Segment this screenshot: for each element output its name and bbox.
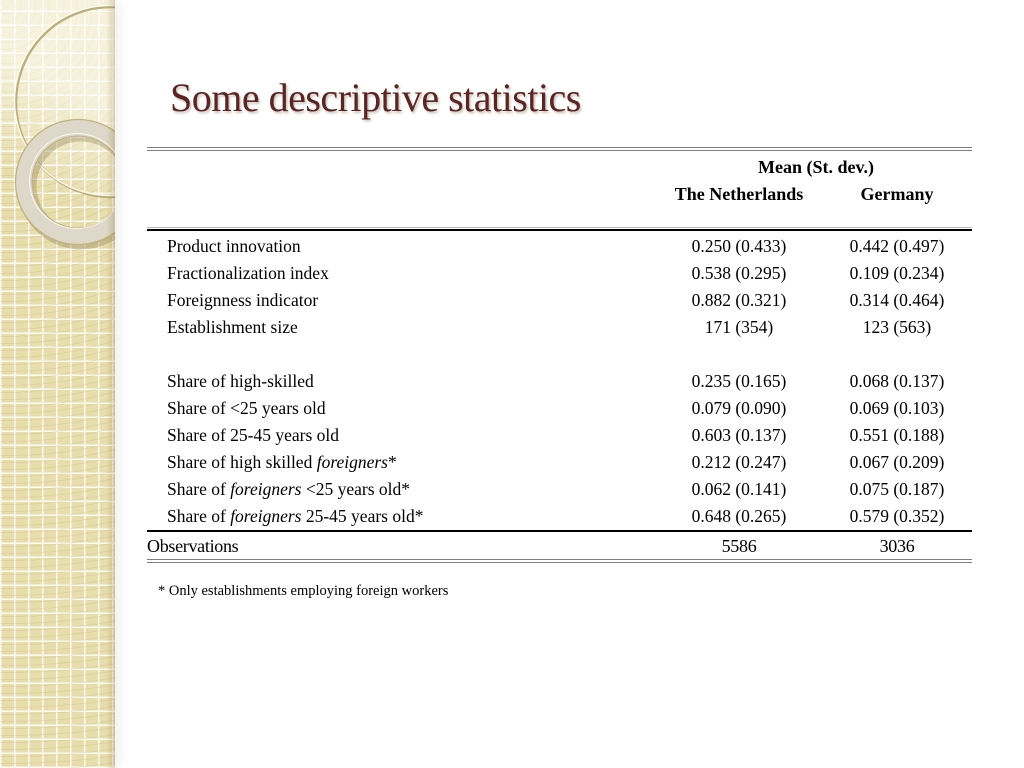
table-row: Share of 25-45 years old 0.603 (0.137) 0… (147, 422, 972, 449)
row-label: Share of <25 years old (167, 398, 326, 418)
table-row: Product innovation 0.250 (0.433) 0.442 (… (147, 233, 972, 260)
row-label: Share of high skilled foreigners* (167, 452, 397, 472)
table-group-header-row: Mean (St. dev.) (147, 154, 972, 180)
column-header-netherlands: The Netherlands (674, 184, 804, 204)
table-row: Establishment size 171 (354) 123 (563) (147, 314, 972, 341)
table-row: Share of high-skilled 0.235 (0.165) 0.06… (147, 368, 972, 395)
thick-ring-circle (14, 118, 115, 250)
table-row: Fractionalization index 0.538 (0.295) 0.… (147, 260, 972, 287)
value-germany: 123 (563) (862, 317, 932, 337)
header-separator-line (147, 227, 972, 231)
table-body: Product innovation 0.250 (0.433) 0.442 (… (147, 231, 972, 530)
table-top-border (147, 147, 972, 151)
slide-title: Some descriptive statistics (170, 75, 581, 120)
statistics-table: Mean (St. dev.) The Netherlands Germany … (147, 147, 972, 563)
row-label: Share of foreigners <25 years old* (167, 479, 411, 499)
value-germany: 0.551 (0.188) (849, 425, 945, 445)
value-germany: 0.109 (0.234) (849, 263, 945, 283)
row-label: Product innovation (167, 236, 301, 256)
group-header-mean-stdev: Mean (St. dev.) (758, 156, 874, 177)
table-row: Share of high skilled foreigners* 0.212 … (147, 449, 972, 476)
decorative-circles-graphic (13, 4, 115, 250)
value-netherlands: 0.062 (0.141) (691, 479, 787, 499)
table-bottom-border (147, 559, 972, 563)
value-netherlands: 0.603 (0.137) (691, 425, 787, 445)
column-header-germany: Germany (860, 184, 934, 204)
row-label: Foreignness indicator (167, 290, 319, 310)
table-row: Share of foreigners 25-45 years old* 0.6… (147, 503, 972, 530)
observations-separator-line (147, 530, 972, 533)
value-germany: 0.069 (0.103) (849, 398, 945, 418)
value-netherlands: 0.648 (0.265) (691, 506, 787, 526)
observations-row: Observations 5586 3036 (147, 533, 972, 559)
sidebar-decoration (0, 0, 115, 768)
value-netherlands: 0.538 (0.295) (691, 263, 787, 283)
value-germany: 0.068 (0.137) (849, 371, 945, 391)
observations-germany: 3036 (879, 535, 915, 556)
row-label: Establishment size (167, 317, 298, 337)
table-footnote: * Only establishments employing foreign … (158, 583, 449, 599)
row-label: Share of high-skilled (167, 371, 314, 391)
value-netherlands: 0.250 (0.433) (691, 236, 787, 256)
table-row: Foreignness indicator 0.882 (0.321) 0.31… (147, 287, 972, 314)
large-thin-circle (13, 4, 115, 199)
row-label: Share of 25-45 years old (167, 425, 340, 445)
value-germany: 0.067 (0.209) (849, 452, 945, 472)
row-label: Share of foreigners 25-45 years old* (167, 506, 424, 526)
observations-label: Observations (147, 535, 239, 556)
value-netherlands: 171 (354) (704, 317, 774, 337)
table-column-header-row: The Netherlands Germany (147, 180, 972, 209)
header-spacer (147, 209, 972, 227)
value-netherlands: 0.079 (0.090) (691, 398, 787, 418)
blank-row (147, 341, 972, 368)
row-label: Fractionalization index (167, 263, 329, 283)
value-netherlands: 0.212 (0.247) (691, 452, 787, 472)
table-row: Share of <25 years old 0.079 (0.090) 0.0… (147, 395, 972, 422)
value-netherlands: 0.882 (0.321) (691, 290, 787, 310)
table-row: Share of foreigners <25 years old* 0.062… (147, 476, 972, 503)
value-germany: 0.314 (0.464) (849, 290, 945, 310)
value-netherlands: 0.235 (0.165) (691, 371, 787, 391)
value-germany: 0.442 (0.497) (849, 236, 945, 256)
value-germany: 0.579 (0.352) (849, 506, 945, 526)
observations-netherlands: 5586 (721, 535, 757, 556)
value-germany: 0.075 (0.187) (849, 479, 945, 499)
